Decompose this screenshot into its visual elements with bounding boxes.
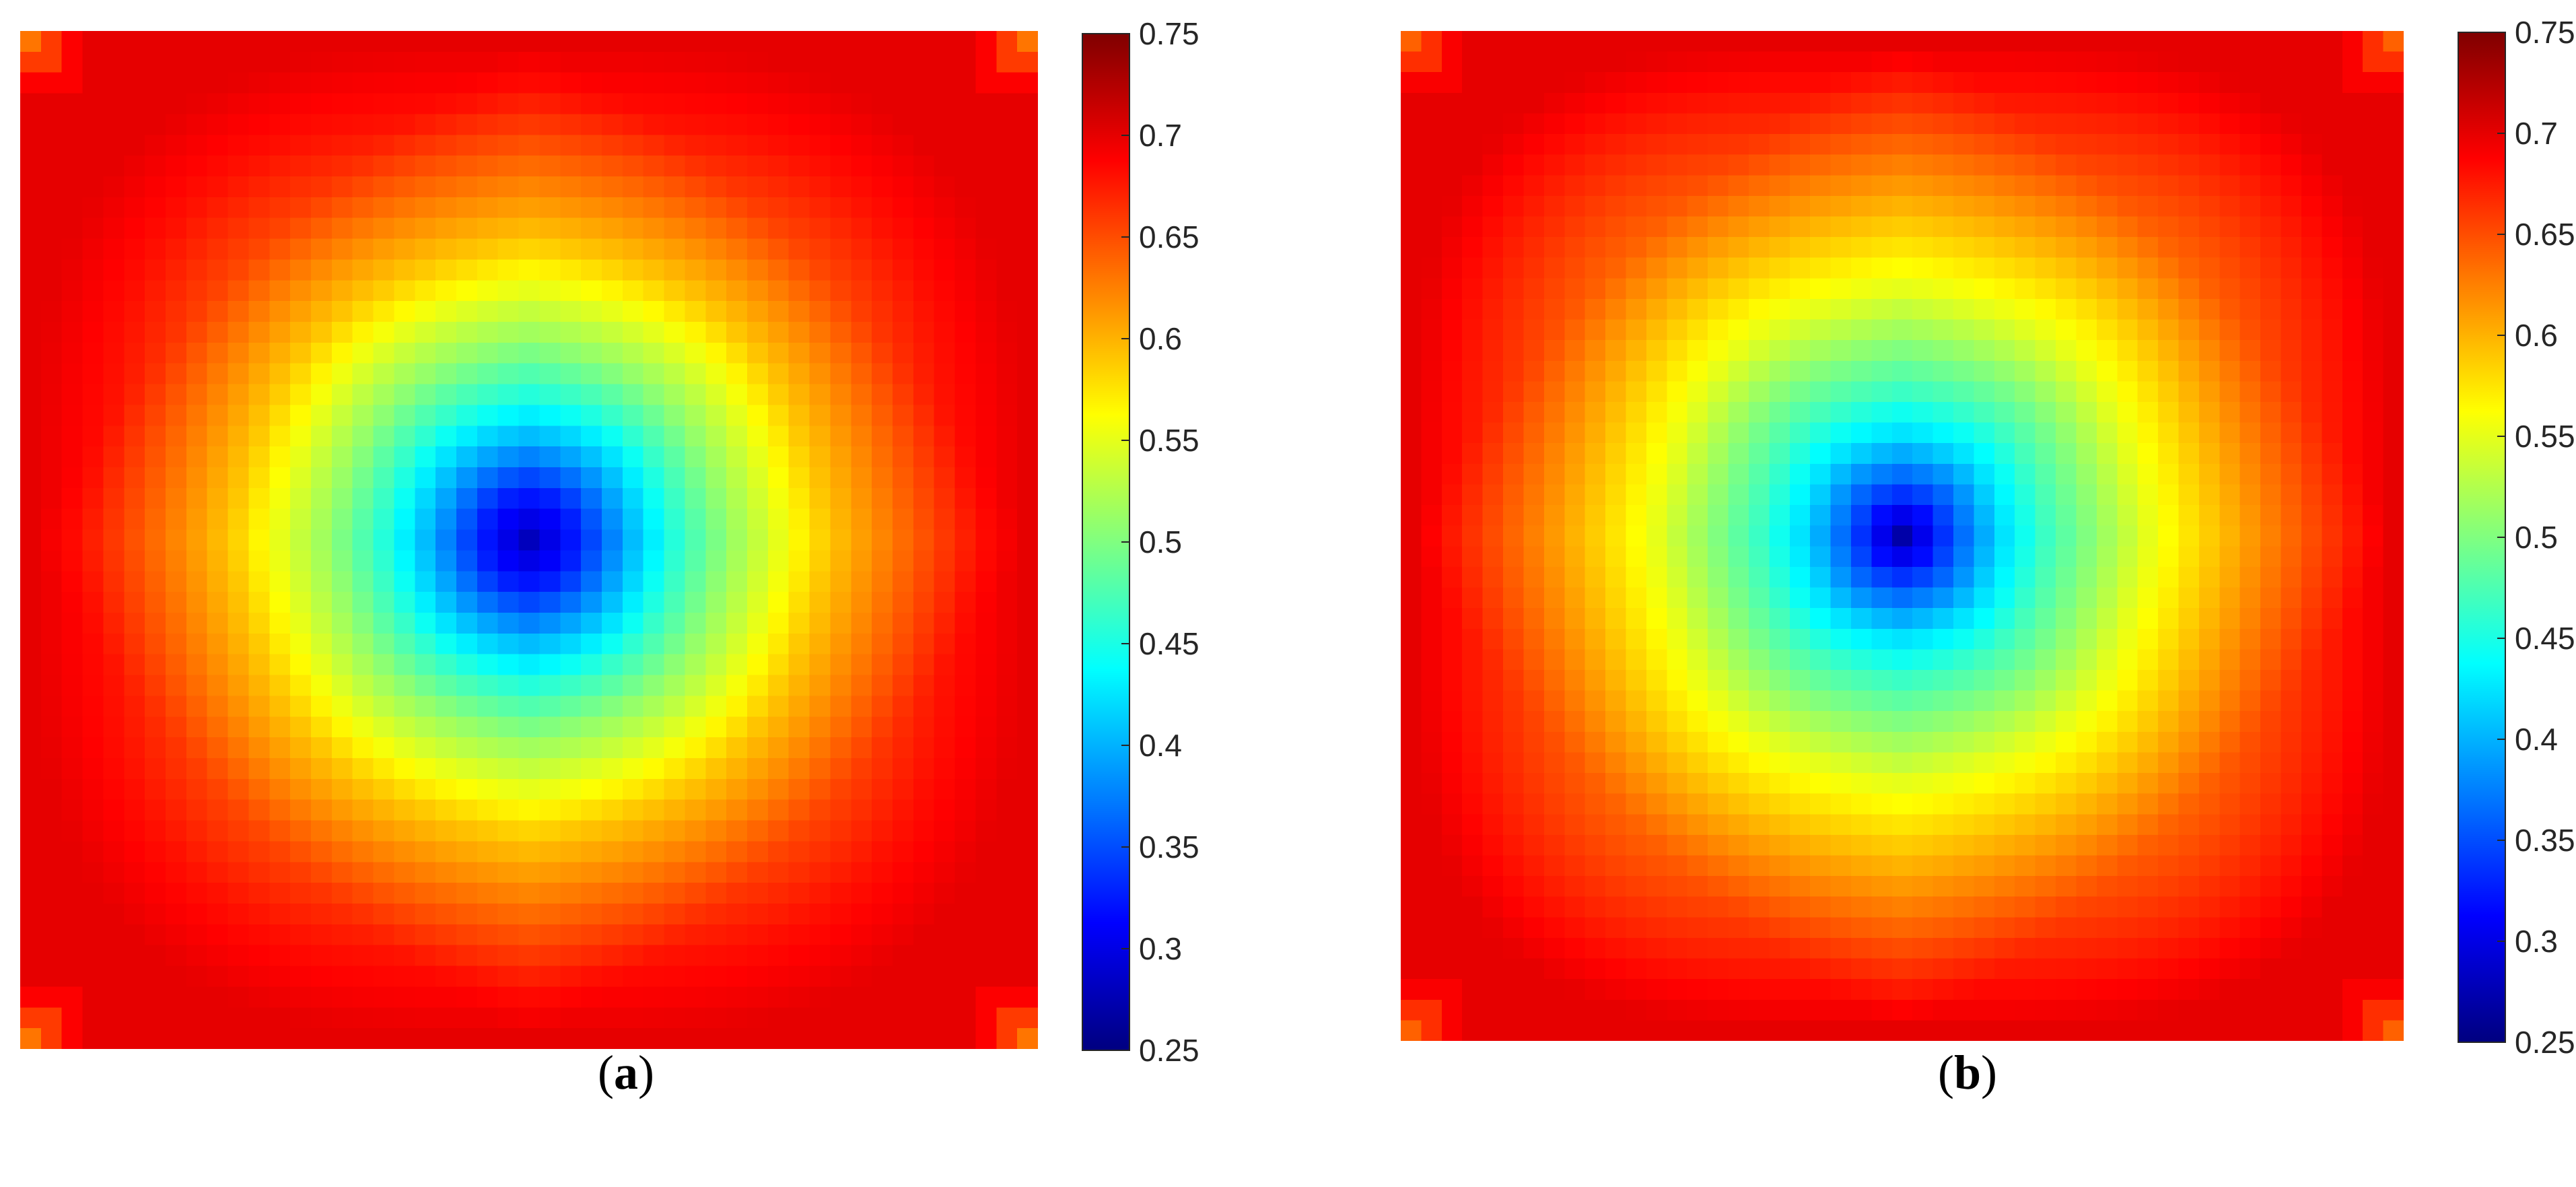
colorbar-a-tick-label: 0.6: [1139, 321, 1182, 356]
caption-a-letter: a: [614, 1046, 638, 1099]
caption-b-paren-open: (: [1937, 1046, 1954, 1099]
colorbar-a: 0.25 0.3 0.35 0.4 0.45 0.5 0.55 0.6 0.65 0.7 0.75: [1082, 16, 1199, 1068]
caption-b-paren-close: ): [1981, 1046, 1997, 1099]
caption-a-paren-open: (: [598, 1046, 614, 1099]
caption-b: (b): [1867, 1042, 2068, 1103]
heatmap-b: [1401, 31, 2404, 1041]
colorbar-a-tick-label: 0.3: [1139, 931, 1182, 966]
colorbar-b-tick-label: 0.25: [2515, 1025, 2575, 1060]
colorbar-a-tick-label: 0.65: [1139, 219, 1199, 255]
colorbar-a-tick-label: 0.75: [1139, 16, 1199, 51]
heatmap-a: [20, 31, 1038, 1049]
colorbar-b-tick-label: 0.75: [2515, 15, 2575, 50]
panel-a: 0.25 0.3 0.35 0.4 0.45 0.5 0.55 0.6 0.65 0.7 0.75 …: [20, 16, 1199, 1103]
colorbar-b-tick-label: 0.6: [2515, 318, 2558, 353]
colorbar-a-tick-label: 0.25: [1139, 1033, 1199, 1068]
panel-b: 0.25 0.3 0.35 0.4 0.45 0.5 0.55 0.6 0.65 0.7 0.75 …: [1288, 0, 2576, 1187]
colorbar-a-tick-label: 0.45: [1139, 626, 1199, 661]
colorbar-a-tick-label: 0.35: [1139, 829, 1199, 864]
colorbar-a-tick-label: 0.4: [1139, 728, 1182, 763]
colorbar-a-tick-label: 0.7: [1139, 118, 1182, 153]
caption-b-letter: b: [1953, 1046, 1982, 1099]
caption-a: (a): [525, 1042, 727, 1103]
colorbar-b-tick-label: 0.7: [2515, 116, 2558, 151]
colorbar-b-tick-label: 0.55: [2515, 419, 2575, 454]
colorbar-a-tick-label: 0.5: [1139, 524, 1182, 559]
colorbar-b: 0.25 0.3 0.35 0.4 0.45 0.5 0.55 0.6 0.65 0.7 0.75: [2458, 15, 2575, 1060]
colorbar-a-tick-label: 0.55: [1139, 423, 1199, 458]
colorbar-b-tick-label: 0.65: [2515, 217, 2575, 252]
colorbar-b-tick-label: 0.45: [2515, 621, 2575, 656]
colorbar-b-tick-label: 0.35: [2515, 823, 2575, 858]
caption-a-paren-close: ): [638, 1046, 654, 1099]
colorbar-b-tick-label: 0.3: [2515, 924, 2558, 959]
colorbar-b-tick-label: 0.5: [2515, 520, 2558, 555]
colorbar-b-tick-label: 0.4: [2515, 722, 2558, 757]
